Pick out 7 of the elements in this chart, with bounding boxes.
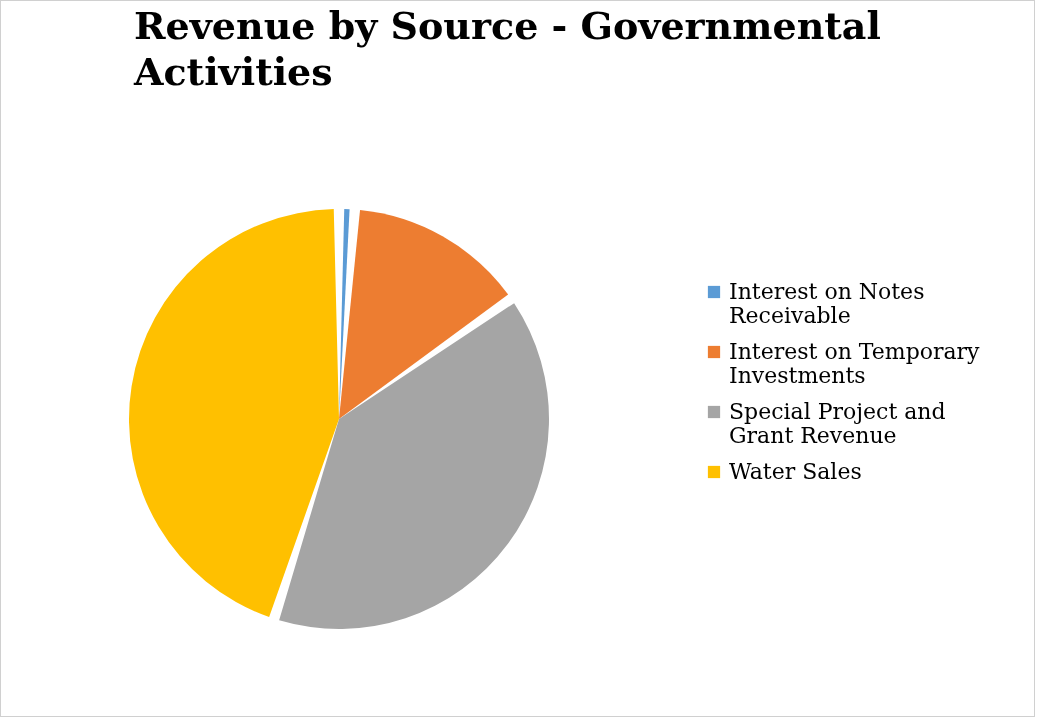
legend-label: Interest on Notes Receivable <box>729 279 925 328</box>
legend-label: Water Sales <box>729 459 862 484</box>
chart-title: Revenue by Source - Governmental Activities <box>133 3 881 94</box>
pie-slice <box>129 209 339 618</box>
legend-label: Special Project and Grant Revenue <box>729 399 946 448</box>
pie-slice <box>339 210 509 419</box>
legend-label: Interest on Temporary Investments <box>729 339 981 388</box>
